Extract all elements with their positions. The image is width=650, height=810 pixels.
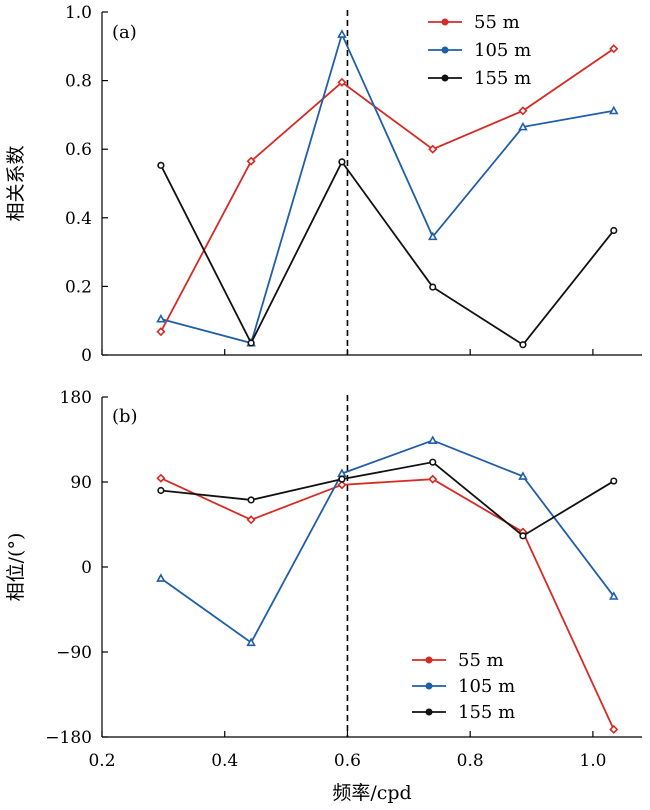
panel-a: 0 0.2 0.4 0.6 0.8 1.0 相关系数 (a) 55 m 105 m 155 m <box>5 3 642 366</box>
legend-label: 55 m <box>474 12 520 33</box>
data-point <box>337 29 347 38</box>
legend-label: 105 m <box>458 676 515 697</box>
panel-label: (a) <box>112 22 137 43</box>
data-point <box>157 161 165 169</box>
data-point <box>246 637 256 647</box>
series-line <box>160 477 615 730</box>
data-point <box>427 231 438 241</box>
legend-label: 155 m <box>474 68 531 89</box>
y-axis-label: 相位/(°) <box>5 533 27 602</box>
data-point <box>246 156 256 166</box>
data-point <box>428 144 438 154</box>
data-point <box>518 121 528 131</box>
data-point <box>337 480 347 490</box>
data-point <box>338 475 346 483</box>
series-line <box>160 439 615 644</box>
data-point <box>610 477 618 485</box>
legend-marker <box>441 74 449 82</box>
x-tick-label: 0.8 <box>457 751 484 771</box>
data-point <box>427 435 438 444</box>
data-point <box>519 532 527 540</box>
y-tick-label: 1.0 <box>65 3 92 23</box>
data-point <box>157 486 165 495</box>
legend-marker <box>425 682 433 690</box>
data-point <box>156 313 166 323</box>
series-2 <box>156 435 619 647</box>
data-point <box>338 158 346 166</box>
panel-label: (b) <box>112 406 138 427</box>
data-point <box>247 339 255 347</box>
data-point <box>609 724 619 734</box>
y-tick-label: 0.6 <box>65 140 92 160</box>
data-point <box>337 468 347 478</box>
data-point <box>337 77 347 87</box>
data-point <box>156 327 166 337</box>
y-tick-label: 0.8 <box>65 72 92 92</box>
series-line <box>160 47 615 333</box>
series-3 <box>157 158 618 349</box>
data-point <box>518 106 528 116</box>
panel-b: −180 −90 0 90 180 0.2 0.4 0.6 0.8 1.0 相位/(°) 频率/cpd… <box>5 388 642 804</box>
series-2 <box>156 29 619 347</box>
y-tick-label: 180 <box>60 388 92 408</box>
y-tick-label: −180 <box>45 728 92 748</box>
series-1 <box>156 44 619 337</box>
legend-marker <box>425 656 433 664</box>
data-point <box>156 573 166 582</box>
y-tick-label: −90 <box>56 643 92 663</box>
series-line <box>160 31 614 345</box>
x-tick-label: 0.4 <box>211 751 238 771</box>
data-point <box>156 473 166 483</box>
y-tick-label: 0 <box>81 346 92 366</box>
data-point <box>428 474 438 484</box>
data-point <box>609 105 619 115</box>
data-point <box>247 496 255 504</box>
y-tick-label: 90 <box>70 473 92 493</box>
y-tick-label: 0.4 <box>65 209 92 229</box>
data-point <box>609 591 619 600</box>
legend-marker <box>441 46 449 54</box>
legend: 55 m 105 m 155 m <box>412 650 515 723</box>
data-point <box>609 44 619 54</box>
series-line <box>160 160 615 346</box>
series-1 <box>156 473 619 734</box>
legend: 55 m 105 m 155 m <box>428 12 531 89</box>
y-axis-label: 相关系数 <box>5 145 27 221</box>
x-tick-label: 0.6 <box>334 751 361 771</box>
y-tick-label: 0 <box>81 558 92 578</box>
data-point <box>429 458 437 466</box>
data-point <box>519 341 527 349</box>
series-line <box>160 461 615 537</box>
legend-label: 55 m <box>458 650 504 671</box>
legend-marker <box>425 708 433 716</box>
y-tick-label: 0.2 <box>65 277 92 297</box>
legend-label: 155 m <box>458 702 515 723</box>
legend-label: 105 m <box>474 40 531 61</box>
data-point <box>246 515 256 525</box>
x-tick-label: 1.0 <box>579 751 606 771</box>
legend-marker <box>441 18 449 26</box>
data-point <box>610 226 618 235</box>
x-tick-label: 0.2 <box>88 751 115 771</box>
series-3 <box>157 458 618 540</box>
data-point <box>429 283 437 291</box>
x-axis-label: 频率/cpd <box>332 782 411 804</box>
data-point <box>518 471 528 480</box>
